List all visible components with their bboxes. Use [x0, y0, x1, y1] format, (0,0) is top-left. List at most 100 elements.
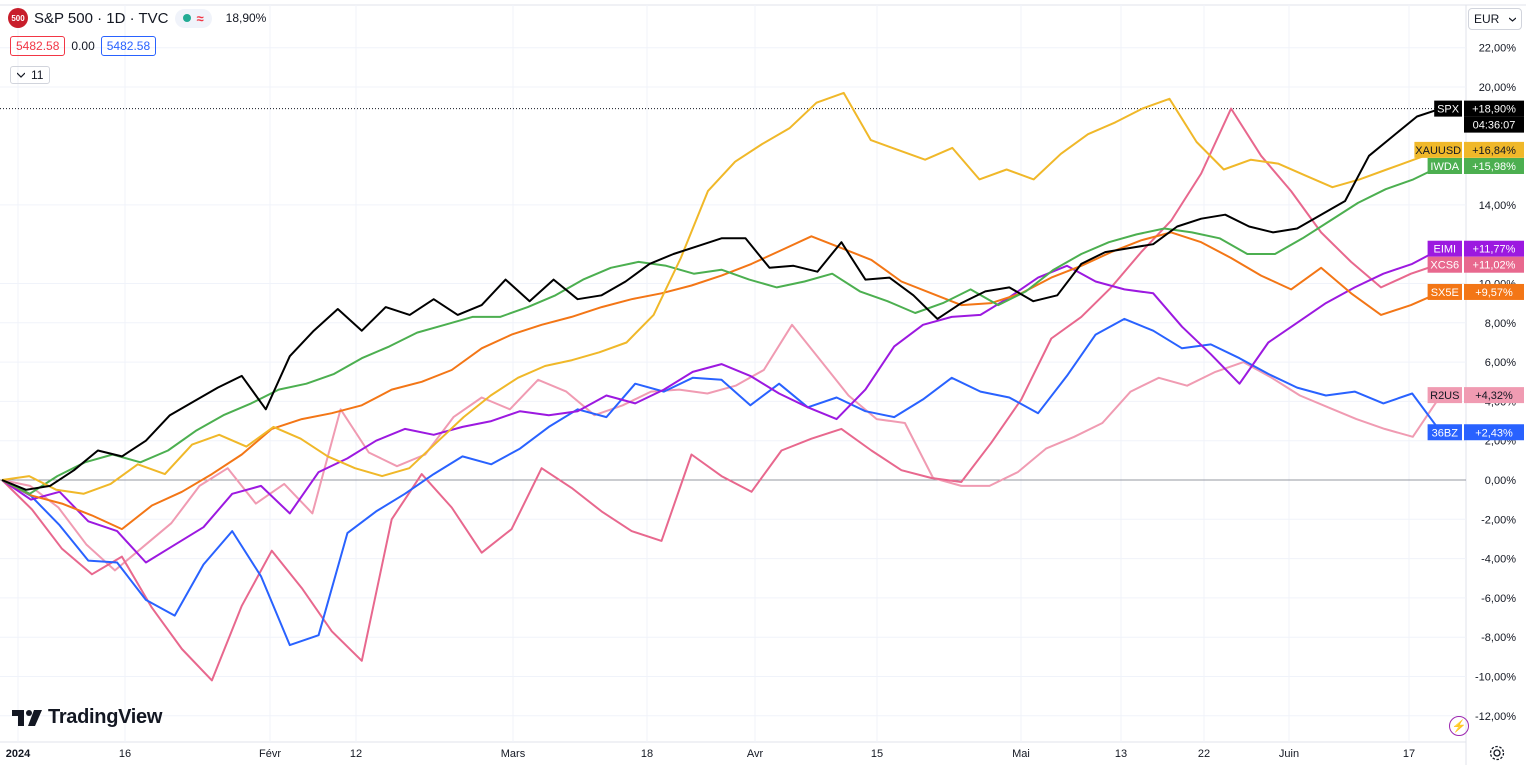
- x-tick-label: 17: [1403, 748, 1415, 760]
- badge-name: SX5E: [1431, 287, 1459, 299]
- sp500-logo-icon: 500: [8, 8, 28, 28]
- x-tick-label: Mars: [501, 748, 526, 760]
- symbol-header[interactable]: 500 S&P 500 · 1D · TVC ≈ 18,90%: [8, 8, 266, 28]
- y-tick-label: 20,00%: [1479, 82, 1517, 94]
- x-tick-label: 18: [641, 748, 653, 760]
- series-badges: SPX +18,90% 04:36:07 XAUUSD +16,84% IWDA +15,9…: [1414, 100, 1524, 441]
- badge-value: +11,02%: [1473, 260, 1516, 272]
- compare-icon: ≈: [196, 10, 204, 26]
- badge-value: +4,32%: [1475, 390, 1513, 402]
- x-axis-ticks: 2024 16 Févr 12 Mars 18 Avr 15 Mai 13 22 Juin 17: [6, 748, 1415, 760]
- badge-name-box: [1414, 141, 1462, 158]
- y-tick-label: -10,00%: [1475, 672, 1516, 684]
- tradingview-brand: TradingView: [48, 706, 163, 728]
- badge-value-box: [1464, 141, 1524, 158]
- symbol-title[interactable]: S&P 500 · 1D · TVC: [34, 9, 169, 27]
- badge-name: 36BZ: [1432, 427, 1459, 439]
- badge-value-box: [1464, 387, 1524, 404]
- badge-iwda[interactable]: IWDA +15,98%: [1427, 157, 1524, 174]
- x-tick-label: 12: [350, 748, 362, 760]
- y-tick-label: -2,00%: [1481, 514, 1516, 526]
- badge-name-box: [1427, 240, 1462, 257]
- sell-price[interactable]: 5482.58: [10, 36, 66, 56]
- series-lines: [1, 91, 1442, 682]
- series-line-r2us: [1, 323, 1442, 572]
- currency-select[interactable]: EUR: [1468, 8, 1522, 30]
- badge-value-box: [1464, 283, 1524, 300]
- timer-box: [1464, 116, 1524, 133]
- market-open-icon: [182, 14, 191, 22]
- badge-name-box: [1434, 100, 1462, 117]
- settings-gear-icon[interactable]: [1488, 744, 1506, 762]
- series-line-sx5e: [1, 231, 1442, 531]
- series-line-xauusd: [1, 91, 1442, 495]
- x-tick-label: 2024: [6, 748, 31, 760]
- tradingview-logo[interactable]: TradingView: [12, 706, 162, 729]
- badge-name-box: [1427, 157, 1462, 174]
- badge-name: XAUUSD: [1415, 145, 1461, 157]
- series-line-iwda: [1, 165, 1442, 495]
- badge-value: +9,57%: [1475, 287, 1513, 299]
- badge-value: +11,77%: [1473, 244, 1516, 256]
- y-tick-label: 14,00%: [1479, 200, 1517, 212]
- currency-label: EUR: [1474, 12, 1500, 26]
- badge-value-box: [1464, 240, 1524, 257]
- y-tick-label: -8,00%: [1481, 632, 1516, 644]
- y-tick-label: 22,00%: [1479, 43, 1517, 55]
- badge-sx5e[interactable]: SX5E +9,57%: [1427, 283, 1524, 300]
- badge-value-box: [1464, 157, 1524, 174]
- badge-name-box: [1427, 256, 1462, 273]
- y-tick-label: -6,00%: [1481, 593, 1516, 605]
- countdown-timer: 04:36:07: [1473, 120, 1516, 132]
- badge-xauusd[interactable]: XAUUSD +16,84%: [1414, 141, 1524, 158]
- x-tick-label: 15: [871, 748, 883, 760]
- x-tick-label: 22: [1198, 748, 1210, 760]
- x-tick-label: Mai: [1012, 748, 1030, 760]
- price-row: 5482.58 0.00 5482.58: [10, 36, 157, 56]
- y-tick-label: -4,00%: [1481, 554, 1516, 566]
- indicators-toggle[interactable]: 11: [10, 66, 51, 84]
- y-tick-label: 6,00%: [1485, 357, 1516, 369]
- lightning-icon[interactable]: ⚡: [1449, 716, 1469, 736]
- y-tick-label: 0,00%: [1485, 475, 1516, 487]
- x-tick-label: 13: [1115, 748, 1127, 760]
- chevron-down-icon: [1509, 17, 1516, 22]
- series-line-xcs6: [1, 107, 1442, 682]
- badge-value-box: [1464, 100, 1524, 117]
- badge-name: EIMI: [1433, 244, 1456, 256]
- badge-value: +2,43%: [1475, 427, 1513, 439]
- buy-price[interactable]: 5482.58: [100, 36, 157, 56]
- badge-value-box: [1464, 424, 1524, 441]
- badge-r2us[interactable]: R2US +4,32%: [1427, 387, 1524, 404]
- y-tick-label: 8,00%: [1485, 318, 1516, 330]
- badge-eimi[interactable]: EIMI +11,77%: [1427, 240, 1524, 257]
- tradingview-logo-icon: [12, 709, 42, 726]
- badge-name: SPX: [1437, 104, 1460, 116]
- series-line-eimi: [1, 247, 1442, 564]
- badge-name-box: [1427, 424, 1462, 441]
- x-tick-label: Avr: [747, 748, 764, 760]
- badge-name: R2US: [1430, 390, 1459, 402]
- x-tick-label: Févr: [259, 748, 281, 760]
- badge-xcs6[interactable]: XCS6 +11,02%: [1427, 256, 1524, 273]
- badge-name: IWDA: [1430, 161, 1459, 173]
- indicators-count: 11: [31, 68, 44, 82]
- x-tick-label: 16: [119, 748, 131, 760]
- badge-spx[interactable]: SPX +18,90% 04:36:07: [1434, 100, 1524, 133]
- status-pill[interactable]: ≈: [174, 8, 212, 28]
- x-tick-label: Juin: [1279, 748, 1299, 760]
- badge-value: +16,84%: [1472, 145, 1516, 157]
- header-change: 18,90%: [225, 11, 267, 25]
- badge-value: +15,98%: [1472, 161, 1516, 173]
- badge-36bz[interactable]: 36BZ +2,43%: [1427, 424, 1524, 441]
- chevron-down-icon: [17, 72, 25, 78]
- series-line-spx: [1, 107, 1442, 491]
- badge-name-box: [1427, 387, 1462, 404]
- badge-name-box: [1427, 283, 1462, 300]
- y-tick-label: -12,00%: [1475, 711, 1516, 723]
- badge-value-box: [1464, 256, 1524, 273]
- spread-value: 0.00: [71, 39, 95, 53]
- badge-name: XCS6: [1430, 260, 1459, 272]
- badge-value: +18,90%: [1472, 104, 1516, 116]
